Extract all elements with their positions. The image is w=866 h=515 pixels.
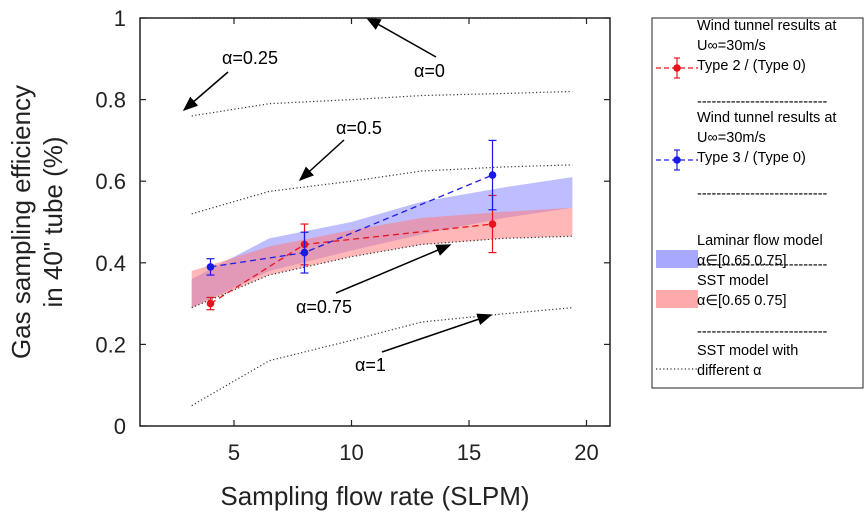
y-tick-label: 0.8: [95, 88, 126, 113]
alpha-curve-1: [191, 90, 573, 117]
x-tick-label: 20: [574, 440, 598, 465]
annotation-arrow: [298, 139, 345, 182]
annotation-arrow: [335, 244, 452, 294]
legend-label: Type 2 / (Type 0): [697, 58, 806, 74]
legend-symbol-marker: [673, 156, 681, 164]
legend-label: Wind tunnel results at: [697, 110, 836, 126]
data-point: [206, 299, 215, 308]
y-axis-label-group: Gas sampling efficiency in 40" tube (%): [6, 85, 68, 359]
legend-separator: ---------------------------: [697, 257, 828, 273]
legend-label: Type 3 / (Type 0): [697, 150, 806, 166]
plot-frame: [139, 17, 611, 427]
data-point: [206, 263, 215, 271]
annotation-label: α=0.75: [296, 297, 352, 317]
model-bands: [191, 177, 573, 308]
y-tick-label: 0.4: [95, 251, 126, 276]
x-axis-label: Sampling flow rate (SLPM): [220, 481, 529, 511]
legend-label: Laminar flow model: [697, 233, 823, 249]
legend-label: α∈[0.65 0.75]: [697, 293, 787, 309]
x-tick-label: 15: [457, 440, 481, 465]
data-point: [300, 248, 309, 257]
y-tick-label: 0.6: [95, 169, 126, 194]
legend-separator: ---------------------------: [697, 324, 828, 340]
legend: Wind tunnel results at U∞=30m/s Type 2 / (…: [651, 17, 864, 389]
curve-annotations: α=0 α=0.25 α=0.5 α=0.75 α=1: [182, 17, 493, 375]
legend-label: U∞=30m/s: [697, 130, 766, 146]
annotation-label: α=1: [355, 355, 386, 375]
y-axis-label-line2: in 40" tube (%): [38, 136, 68, 307]
y-tick-label: 0.2: [95, 332, 126, 357]
y-axis-label-line1: Gas sampling efficiency: [6, 85, 36, 359]
annotation-label: α=0.25: [222, 48, 278, 68]
alpha-curve-2: [191, 164, 573, 215]
band-sst: [191, 207, 573, 308]
data-series: [206, 139, 497, 311]
y-tick-label: 0: [114, 414, 126, 439]
axis-ticks: 5 10 15 20 0 0.2 0.4 0.6 0.8 1: [95, 6, 610, 465]
data-point: [488, 220, 497, 228]
y-tick-label: 1: [114, 6, 126, 31]
x-tick-label: 5: [228, 440, 240, 465]
annotation-label: α=0.5: [336, 118, 382, 138]
legend-label: α∈[0.65 0.75]: [697, 253, 787, 269]
legend-label: Wind tunnel results at: [697, 18, 836, 34]
annotation-arrow: [182, 71, 229, 111]
legend-separator: ---------------------------: [697, 94, 828, 110]
annotation-label: α=0: [414, 61, 445, 81]
legend-label: SST model with: [697, 343, 798, 359]
data-point: [488, 171, 497, 179]
legend-label: U∞=30m/s: [697, 38, 766, 54]
legend-symbol-patch: [656, 290, 698, 308]
annotation-arrow: [381, 313, 493, 353]
legend-label: SST model: [697, 273, 768, 289]
legend-label: different α: [697, 363, 762, 379]
legend-box: [651, 17, 864, 389]
legend-symbol-patch: [656, 250, 698, 268]
x-tick-label: 10: [339, 440, 363, 465]
legend-symbol-marker: [673, 64, 681, 72]
annotation-arrow: [365, 17, 437, 58]
legend-separator: ---------------------------: [697, 186, 828, 202]
